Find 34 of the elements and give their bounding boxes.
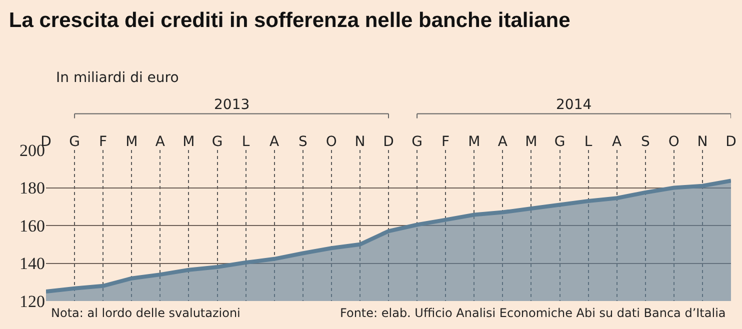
y-tick-label: 140 <box>20 254 45 274</box>
text: Nota: al lordo delle svalutazioni <box>51 306 240 320</box>
x-tick-label: S <box>298 134 308 150</box>
x-tick-label: M <box>525 134 538 150</box>
x-tick-label: S <box>640 134 650 150</box>
x-tick-label: A <box>612 134 622 150</box>
x-tick-label: G <box>554 134 566 150</box>
chart-subtitle: In miliardi di euro <box>56 70 179 86</box>
x-tick-label: A <box>270 134 280 150</box>
x-tick-label: L <box>584 134 592 150</box>
x-tick-label: F <box>99 134 108 150</box>
y-tick-label: 160 <box>20 216 45 236</box>
x-tick-label: G <box>212 134 223 150</box>
x-tick-label: N <box>697 134 708 150</box>
source-note: Fonte: elab. Ufficio Analisi Economiche Abi su dati Banca d’Italia <box>340 306 726 320</box>
x-tick-label: N <box>354 134 366 150</box>
text: 2013 <box>214 97 250 113</box>
x-tick-label: F <box>442 134 450 150</box>
x-tick-label: D <box>383 134 394 150</box>
x-tick-label: L <box>242 134 250 150</box>
y-tick-label: 180 <box>20 178 45 198</box>
chart-title: La crescita dei crediti in sofferenza nelle banche italiane <box>8 9 570 32</box>
x-tick-label: M <box>126 134 138 150</box>
x-tick-label: O <box>668 134 680 150</box>
x-tick-label: O <box>326 134 337 150</box>
x-tick-label: M <box>468 134 480 150</box>
x-tick-label: A <box>498 134 508 150</box>
x-tick-label: D <box>726 134 736 150</box>
text: 2014 <box>556 97 592 113</box>
x-tick-label: A <box>155 134 166 150</box>
x-tick-label: G <box>69 134 80 150</box>
x-tick-label: G <box>412 134 422 150</box>
x-tick-label: M <box>182 134 195 150</box>
y-tick-label: 120 <box>20 292 45 311</box>
